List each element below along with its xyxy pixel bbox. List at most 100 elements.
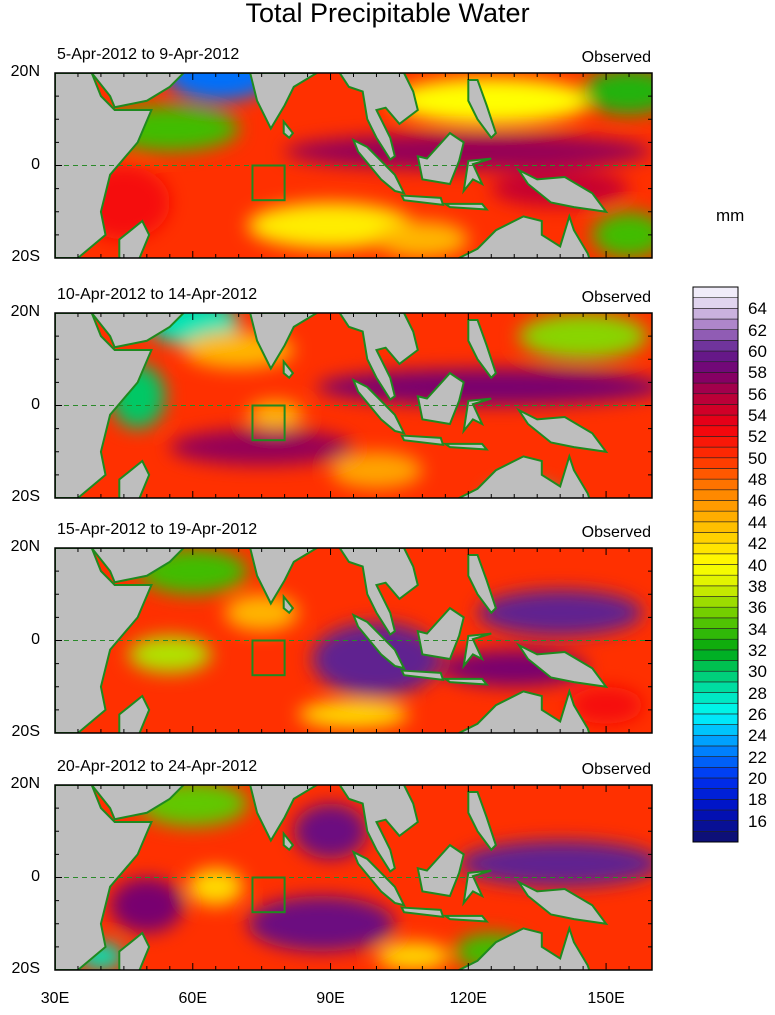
colorbar-label: 36 xyxy=(748,598,767,618)
colorbar-box xyxy=(692,510,739,523)
colorbar-label: 54 xyxy=(748,406,767,426)
panel-label: Observed xyxy=(581,49,651,66)
x-tick-label: 60E xyxy=(178,990,207,1007)
land-mass xyxy=(467,790,498,852)
tpw-field xyxy=(55,785,652,970)
colorbar-label: 48 xyxy=(748,470,767,490)
colorbar-label: 28 xyxy=(748,683,767,703)
land-mass xyxy=(282,358,295,380)
land-mass xyxy=(238,313,319,371)
colorbar-box xyxy=(692,734,739,747)
colorbar-box xyxy=(692,286,739,298)
colorbar-box xyxy=(692,766,739,779)
panel-period: 10-Apr-2012 to 14-Apr-2012 xyxy=(57,286,258,303)
colorbar-label: 16 xyxy=(748,811,767,831)
tpw-field xyxy=(55,548,652,733)
colorbar-box xyxy=(692,340,739,352)
colorbar-units: mm xyxy=(716,206,745,225)
colorbar-box xyxy=(692,361,739,373)
panel-period: 15-Apr-2012 to 19-Apr-2012 xyxy=(57,521,258,538)
map-panel xyxy=(54,547,653,734)
colorbar-box xyxy=(692,521,739,533)
tpw-anomaly xyxy=(592,211,652,258)
land-mass xyxy=(416,843,465,898)
land-mass xyxy=(351,612,406,670)
colorbar-box xyxy=(692,446,739,459)
land-mass xyxy=(282,830,295,852)
colorbar-box xyxy=(692,681,739,693)
tpw-anomaly xyxy=(110,877,184,933)
map-panel xyxy=(54,72,653,259)
y-tick-label: 0 xyxy=(31,630,40,648)
y-tick-label: 20S xyxy=(11,488,40,505)
land-mass xyxy=(442,914,489,923)
land-mass xyxy=(515,879,609,926)
colorbar-box xyxy=(692,329,739,341)
colorbar-box xyxy=(692,820,739,832)
colorbar-box xyxy=(692,500,739,512)
colorbar-box xyxy=(692,318,739,330)
map-panel xyxy=(54,784,653,971)
colorbar-box xyxy=(692,542,739,555)
land-mass xyxy=(400,434,445,446)
colorbar-label: 44 xyxy=(748,512,767,532)
region-box xyxy=(251,404,286,442)
colorbar-box xyxy=(692,382,739,395)
land-mass xyxy=(456,213,591,258)
colorbar-box xyxy=(692,756,739,768)
colorbar-label: 56 xyxy=(748,384,767,404)
colorbar-box xyxy=(692,799,739,811)
colorbar-label: 30 xyxy=(748,662,767,682)
y-tick-label: 0 xyxy=(31,155,40,173)
land-mass xyxy=(238,73,319,131)
colorbar-box xyxy=(692,713,739,725)
land-mass xyxy=(456,925,591,970)
land-mass xyxy=(282,593,295,615)
land-mass xyxy=(467,78,498,140)
land-mass xyxy=(462,397,492,435)
colorbar-box xyxy=(692,574,739,587)
land-mass xyxy=(400,669,445,681)
colorbar-box xyxy=(692,745,739,757)
land-mass xyxy=(351,377,406,435)
map-panel xyxy=(54,312,653,499)
land-mass xyxy=(238,548,319,606)
colorbar-box xyxy=(692,308,739,320)
colorbar-label: 64 xyxy=(748,299,767,319)
land-mass xyxy=(338,548,419,636)
land-mass xyxy=(515,167,609,214)
colorbar-box xyxy=(692,692,739,704)
colorbar-label: 22 xyxy=(748,747,767,767)
land-mass xyxy=(118,219,151,258)
tpw-anomaly xyxy=(330,451,423,489)
land-mass xyxy=(515,642,609,689)
region-box xyxy=(251,876,286,914)
colorbar-box xyxy=(692,724,739,736)
tpw-anomaly xyxy=(169,428,354,466)
panel-period: 20-Apr-2012 to 24-Apr-2012 xyxy=(57,758,258,775)
colorbar-box xyxy=(692,564,739,576)
land-mass xyxy=(462,632,492,670)
colorbar-label: 32 xyxy=(748,640,767,660)
land-mass xyxy=(118,931,151,970)
tpw-anomaly xyxy=(298,700,409,729)
colorbar-label: 52 xyxy=(748,427,767,447)
y-tick-label: 0 xyxy=(31,867,40,885)
land-mass xyxy=(416,131,465,186)
colorbar-box xyxy=(692,436,739,448)
y-tick-label: 20N xyxy=(10,63,40,80)
x-tick-label: 90E xyxy=(316,990,345,1007)
colorbar-box xyxy=(692,404,739,416)
colorbar-box xyxy=(692,414,739,427)
colorbar-box xyxy=(692,617,739,629)
colorbar-box xyxy=(692,393,739,405)
land-mass xyxy=(338,785,419,873)
colorbar-label: 34 xyxy=(748,619,767,639)
x-tick-label: 150E xyxy=(587,990,625,1007)
tpw-field xyxy=(55,73,652,258)
tpw-anomaly xyxy=(458,840,652,887)
colorbar-label: 50 xyxy=(748,448,767,468)
colorbar-box xyxy=(692,372,739,384)
y-tick-label: 20N xyxy=(10,303,40,320)
